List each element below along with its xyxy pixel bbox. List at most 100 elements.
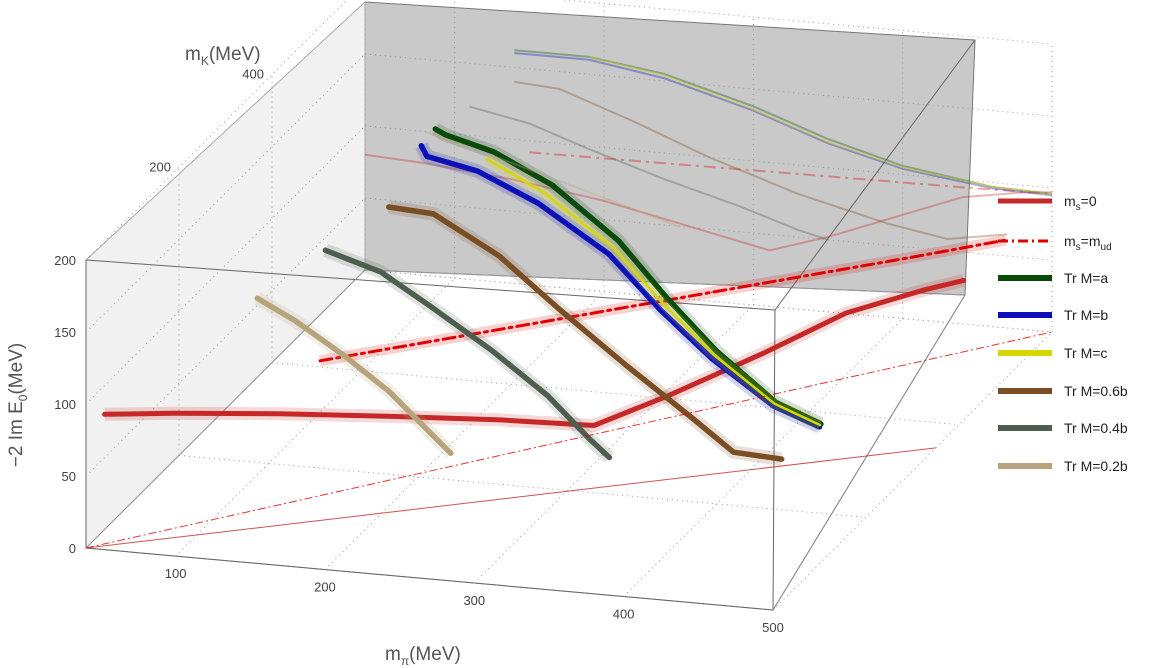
box-edge [772,294,966,611]
series-point [319,360,321,362]
series-point [388,206,390,208]
x-tick-label: 200 [314,580,336,595]
series-point [493,151,495,153]
series-point [667,298,669,300]
series-point [476,170,478,172]
series-point [173,412,175,414]
series-point [547,395,549,397]
x-tick-label: 300 [463,593,485,608]
legend: ms=0 ms=mud Tr M=a Tr M=b Tr M=c Tr M=0.… [998,193,1128,474]
series-shadow-back [588,55,1053,195]
legend-item-trm-c[interactable]: Tr M=c [998,345,1107,361]
series-point [711,291,713,293]
series-point [445,134,447,136]
legend-item-trm-06b[interactable]: Tr M=0.6b [998,383,1128,399]
series-point [434,128,436,130]
legend-item-trm-b[interactable]: Tr M=b [998,307,1108,323]
legend-label: Tr M=0.2b [1064,458,1128,474]
grid-x-floor [623,318,904,597]
z-tick-label: 100 [54,397,76,412]
series-point [613,247,615,249]
series-shadow-back [514,49,1053,195]
series-point [773,405,775,407]
series-shadow-back [469,105,829,241]
series-point [420,145,422,147]
back-wall [364,1,976,296]
series-point [907,257,909,259]
series-point [711,358,713,360]
series-point [713,354,715,356]
series-point [544,192,546,194]
legend-label: ms=mud [1064,233,1112,253]
series-point [256,297,258,299]
legend-label: Tr M=0.6b [1064,383,1128,399]
series-point [733,451,735,453]
grid-x-floor [473,304,754,584]
series-point [763,352,765,354]
series-shadow-back [514,80,1008,241]
series-point [430,306,432,308]
series-point [593,424,595,427]
series-point [426,155,428,157]
series-point [660,309,662,311]
legend-item-trm-02b[interactable]: Tr M=0.2b [998,458,1128,474]
series-point [617,240,620,242]
y-axis-label-unit: (MeV) [209,44,261,65]
legend-label: Tr M=a [1064,270,1108,286]
grid-x-floor [175,277,455,557]
series-point [818,426,821,428]
grid-y-floor [178,454,867,518]
grid-x-floor [772,331,1053,611]
legend-label: Tr M=c [1064,345,1107,361]
z-axis-label-main: −2 Im E [6,401,27,467]
legend-item-ms-mud[interactable]: ms=mud [998,233,1112,253]
z-tick-label: 0 [69,541,76,556]
x-axis-label-main: m [385,644,401,665]
grid-z-side [85,269,366,549]
gridlines [85,0,1053,611]
series-shadow-back [424,130,679,228]
box-edge [85,547,774,611]
box-edge [774,39,976,311]
legend-item-trm-a[interactable]: Tr M=a [998,270,1108,286]
series-point [537,202,539,204]
legend-item-ms0[interactable]: ms=0 [998,193,1097,213]
z-axis-label-sub: 0 [16,394,30,401]
series-point [625,364,627,366]
series-line [254,295,454,457]
series-layer [85,49,1053,549]
x-axis-label-unit: (MeV) [409,644,461,665]
legend-label: Tr M=b [1064,307,1108,323]
series-point [819,424,821,426]
legend-item-trm-04b[interactable]: Tr M=0.4b [998,420,1128,436]
z-tick-label: 50 [62,469,76,484]
series-point [515,326,517,328]
series-point [387,415,389,417]
x-axis-label-sub: π [401,654,409,668]
z-tick-label: 150 [54,325,76,340]
series-point [608,253,610,255]
series-point [294,320,296,322]
grid-z-side [85,0,348,261]
series-point [923,289,926,291]
series-line [318,238,1007,363]
x-tick-label: 500 [762,620,784,635]
series-point [433,213,435,215]
series-point [342,354,344,356]
x-tick-label: 400 [613,607,635,622]
series-point [781,458,783,460]
series-shadow-back [514,52,1053,197]
y-axis-label: mK(MeV) [185,44,261,68]
series-point [691,417,694,419]
series-point [963,279,965,281]
series-point [278,413,281,415]
legend-label: Tr M=0.4b [1064,420,1128,436]
series-point [379,271,382,273]
series-point [500,419,502,421]
series-point [588,437,590,439]
series-point [486,158,488,160]
grid-x-floor [324,291,605,570]
series-point [498,255,500,257]
